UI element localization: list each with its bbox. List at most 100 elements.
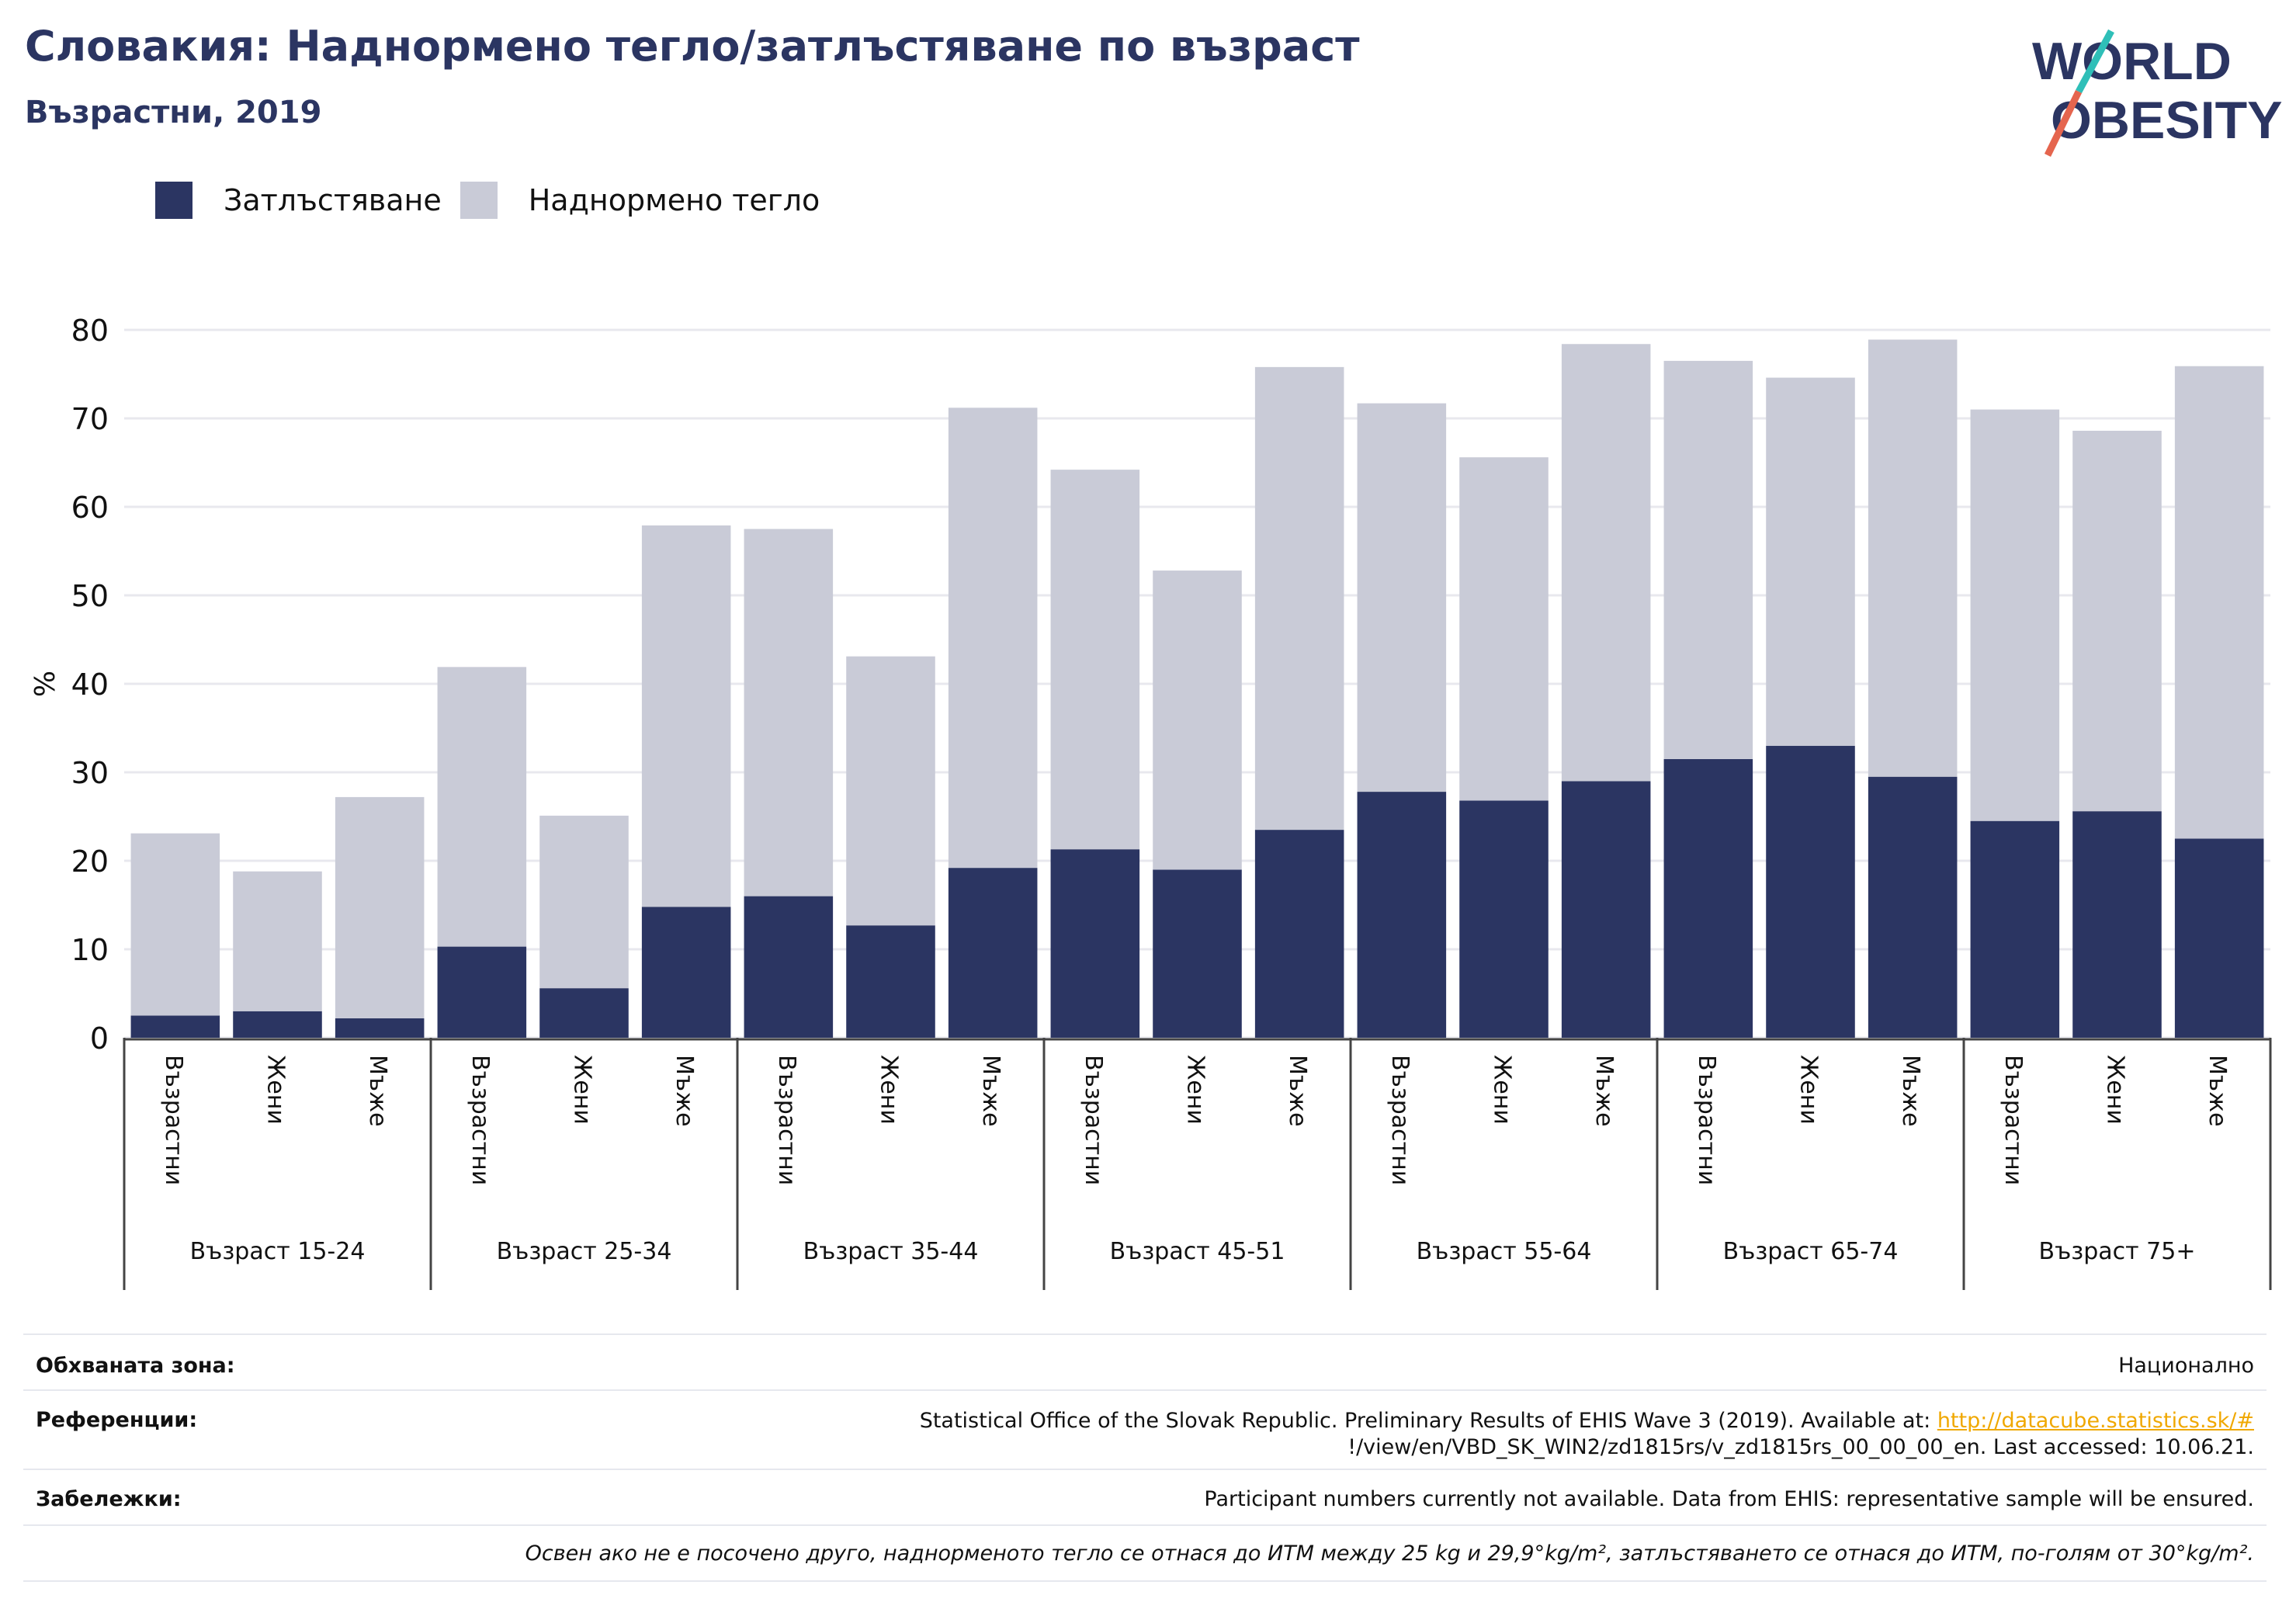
bar-obesity: [1766, 745, 1855, 1038]
x-subcategory-label: Мъже: [1590, 1055, 1618, 1127]
x-subcategory-label: Жени: [262, 1055, 290, 1125]
x-subcategory-label: Възрастни: [1693, 1055, 1720, 1185]
y-tick-label: 30: [71, 756, 109, 790]
coverage-label: Обхваната зона:: [36, 1354, 235, 1378]
svg-text:OBESITY: OBESITY: [2051, 91, 2282, 150]
bar-obesity: [948, 868, 1038, 1038]
bar-overweight: [1254, 366, 1344, 831]
x-group-label: Възраст 55-64: [1417, 1238, 1592, 1265]
bar-obesity: [846, 925, 935, 1038]
x-group-label: Възраст 25-34: [497, 1238, 672, 1265]
references-link[interactable]: http://datacube.statistics.sk/#: [1937, 1409, 2254, 1433]
bar-obesity: [2072, 811, 2162, 1038]
bar-obesity: [1561, 781, 1651, 1038]
y-tick-label: 40: [71, 668, 109, 702]
bar-overweight: [1561, 344, 1651, 782]
chart-subtitle: Възрастни, 2019: [25, 95, 322, 130]
bar-obesity: [539, 988, 629, 1038]
chart-footer: Обхваната зона: Национално Референции: S…: [23, 1333, 2267, 1582]
y-tick-label: 60: [71, 491, 109, 525]
footer-row-coverage: Обхваната зона: Национално: [23, 1333, 2267, 1389]
x-subcategory-label: Възрастни: [1080, 1055, 1107, 1185]
legend-label-overweight: Наднормено тегло: [528, 183, 820, 217]
x-group-label: Възраст 45-51: [1110, 1238, 1285, 1265]
x-subcategory-label: Мъже: [1284, 1055, 1311, 1127]
x-subcategory-label: Мъже: [977, 1055, 1004, 1127]
bar-obesity: [1663, 758, 1753, 1038]
bar-overweight: [1766, 377, 1855, 746]
x-group-label: Възраст 35-44: [803, 1238, 979, 1265]
bar-obesity: [130, 1015, 220, 1038]
bar-obesity: [2174, 838, 2264, 1038]
bar-obesity: [1153, 869, 1242, 1038]
bar-overweight: [335, 796, 425, 1018]
x-subcategory-label: Жени: [1182, 1055, 1209, 1125]
y-axis-label: %: [29, 671, 61, 697]
x-subcategory-label: Възрастни: [466, 1055, 494, 1185]
x-subcategory-label: Жени: [569, 1055, 596, 1125]
x-subcategory-label: Мъже: [671, 1055, 698, 1127]
bar-overweight: [1357, 403, 1447, 792]
bar-overweight: [2072, 430, 2162, 812]
stacked-bar-chart: 0 10 20 30 40 50 60 70 80% Възрастни Жени Мъже Възра…: [29, 314, 2272, 1290]
bar-obesity: [437, 946, 527, 1038]
legend-item-overweight: Наднормено тегло: [460, 182, 820, 219]
bar-obesity: [335, 1018, 425, 1038]
x-group-label: Възраст 75+: [2039, 1238, 2196, 1265]
x-subcategory-label: Възрастни: [160, 1055, 187, 1185]
svg-text:WORLD: WORLD: [2032, 32, 2232, 91]
bar-overweight: [1459, 457, 1549, 801]
x-subcategory-label: Жени: [2102, 1055, 2129, 1125]
definition-text: Освен ако не е посочено друго, наднормен…: [525, 1542, 2254, 1566]
y-tick-label: 80: [71, 314, 109, 348]
references-label: Референции:: [36, 1408, 198, 1432]
chart-legend: Затлъстяване Наднормено тегло: [155, 179, 838, 222]
x-subcategory-label: Мъже: [1897, 1055, 1924, 1127]
world-obesity-logo: WORLD OBESITY: [2032, 29, 2282, 157]
legend-swatch-obesity: [155, 182, 192, 219]
x-group-label: Възраст 15-24: [190, 1238, 366, 1265]
bar-overweight: [2174, 366, 2264, 839]
references-value: Statistical Office of the Slovak Republi…: [920, 1408, 2254, 1461]
notes-value: Participant numbers currently not availa…: [1204, 1487, 2254, 1511]
bar-overweight: [1970, 409, 2060, 821]
bar-obesity: [641, 907, 731, 1038]
legend-item-obesity: Затлъстяване: [155, 182, 442, 219]
bar-overweight: [233, 871, 322, 1011]
bar-overweight: [130, 833, 220, 1016]
bar-overweight: [1050, 470, 1140, 850]
x-subcategory-label: Жени: [1795, 1055, 1823, 1125]
footer-row-references: Референции: Statistical Office of the Sl…: [23, 1389, 2267, 1469]
bar-overweight: [437, 667, 527, 947]
bar-overweight: [1868, 339, 1958, 777]
x-subcategory-label: Мъже: [364, 1055, 391, 1127]
references-text: Statistical Office of the Slovak Republi…: [919, 1409, 1937, 1433]
references-text-2: !/view/en/VBD_SK_WIN2/zd1815rs/v_zd1815r…: [1347, 1435, 2254, 1459]
x-subcategory-label: Жени: [876, 1055, 903, 1125]
legend-label-obesity: Затлъстяване: [224, 183, 442, 217]
bar-overweight: [641, 525, 731, 907]
chart-title: Словакия: Наднормено тегло/затлъстяване …: [25, 22, 1360, 71]
bar-overweight: [744, 529, 834, 896]
x-subcategory-label: Възрастни: [1386, 1055, 1413, 1185]
y-tick-label: 50: [71, 579, 109, 613]
footer-row-notes: Забележки: Participant numbers currently…: [23, 1469, 2267, 1524]
bar-obesity: [233, 1011, 322, 1038]
x-subcategory-label: Мъже: [2204, 1055, 2231, 1127]
bar-overweight: [539, 815, 629, 989]
y-tick-label: 20: [71, 844, 109, 879]
legend-swatch-overweight: [460, 182, 498, 219]
x-subcategory-label: Жени: [1489, 1055, 1516, 1125]
bar-obesity: [1970, 820, 2060, 1038]
y-tick-label: 10: [71, 933, 109, 967]
x-subcategory-label: Възрастни: [1999, 1055, 2027, 1185]
bar-overweight: [846, 656, 935, 926]
bar-overweight: [948, 407, 1038, 869]
bar-overweight: [1663, 360, 1753, 759]
bar-obesity: [1254, 830, 1344, 1038]
y-tick-label: 70: [71, 402, 109, 436]
coverage-value: Национално: [2118, 1354, 2254, 1378]
y-tick-label: 0: [90, 1021, 109, 1056]
bar-obesity: [1050, 849, 1140, 1038]
bar-obesity: [1868, 776, 1958, 1038]
